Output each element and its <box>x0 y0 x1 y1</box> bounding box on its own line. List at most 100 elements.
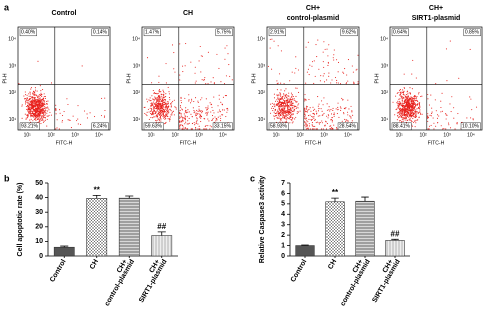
event-dot <box>413 116 415 118</box>
event-dot <box>155 119 157 121</box>
event-dot <box>55 128 57 130</box>
event-dot <box>397 111 399 113</box>
event-dot <box>271 68 273 70</box>
event-dot <box>410 114 412 116</box>
event-dot <box>35 119 37 121</box>
event-dot <box>292 96 294 98</box>
annotation: ** <box>94 186 101 195</box>
event-dot <box>286 102 288 104</box>
event-dot <box>28 106 30 109</box>
event-dot <box>403 110 405 112</box>
event-dot <box>407 106 409 108</box>
event-dot <box>299 110 301 112</box>
event-dot <box>409 104 412 106</box>
event-dot <box>291 108 293 110</box>
quadrant-label: 0.14% <box>93 29 108 35</box>
event-dot <box>408 108 411 110</box>
event-dot <box>415 114 417 116</box>
event-dot <box>50 82 53 84</box>
event-dot <box>273 103 275 105</box>
event-dot <box>198 105 200 108</box>
event-dot <box>295 107 297 110</box>
event-dot <box>280 101 282 103</box>
event-dot <box>283 83 285 85</box>
event-dot <box>151 95 153 97</box>
event-dot <box>169 120 171 122</box>
event-dot <box>157 97 159 99</box>
event-dot <box>440 106 442 109</box>
event-dot <box>211 126 213 128</box>
event-dot <box>284 115 286 117</box>
event-dot <box>308 98 310 101</box>
bar <box>151 235 173 257</box>
event-dot <box>165 105 167 108</box>
event-dot <box>166 110 169 112</box>
quadrant-box <box>268 28 286 37</box>
event-dot <box>86 117 89 119</box>
event-dot <box>411 114 413 116</box>
event-dot <box>162 105 164 107</box>
event-dot <box>344 118 346 120</box>
event-dot <box>21 104 23 106</box>
event-dot <box>162 115 164 117</box>
event-dot <box>31 106 33 108</box>
event-dot <box>283 102 285 104</box>
event-dot <box>401 104 403 106</box>
event-dot <box>352 114 354 116</box>
event-dot <box>440 111 442 113</box>
event-dot <box>39 107 41 109</box>
event-dot <box>194 66 196 68</box>
event-dot <box>399 101 401 103</box>
event-dot <box>167 113 169 115</box>
event-dot <box>161 108 163 110</box>
event-dot <box>225 115 227 118</box>
event-dot <box>409 119 411 121</box>
event-dot <box>278 99 280 101</box>
event-dot <box>285 94 287 96</box>
event-dot <box>205 83 207 85</box>
event-dot <box>304 115 306 118</box>
quadrant-label: 0.40% <box>21 29 36 35</box>
event-dot <box>167 103 169 105</box>
event-dot <box>285 112 287 114</box>
event-dot <box>343 112 345 114</box>
y-tick-label: 40 <box>35 194 43 201</box>
event-dot <box>208 120 210 122</box>
event-dot <box>38 95 40 98</box>
panel-title: CH+ <box>306 5 320 12</box>
event-dot <box>188 99 190 101</box>
event-dot <box>200 116 202 118</box>
event-dot <box>196 109 198 111</box>
quadrant-label: 33.15% <box>214 123 232 129</box>
event-dot <box>219 115 221 117</box>
quadrant-box <box>143 28 161 37</box>
event-dot <box>400 104 402 106</box>
event-dot <box>206 109 209 111</box>
event-dot <box>81 65 83 67</box>
event-dot <box>294 72 296 74</box>
event-dot <box>156 109 158 111</box>
event-dot <box>37 113 39 115</box>
event-dot <box>285 111 287 113</box>
quadrant-label: 10.10% <box>462 123 480 129</box>
event-dot <box>309 64 311 66</box>
event-dot <box>346 74 348 76</box>
event-dot <box>405 95 407 97</box>
event-dot <box>43 113 45 115</box>
event-dot <box>411 116 413 118</box>
event-dot <box>198 108 200 110</box>
x-tick-label: 10² <box>297 132 305 138</box>
event-dot <box>195 113 197 115</box>
event-dot <box>297 107 299 109</box>
quadrant-box <box>391 28 409 37</box>
y-tick-label: 10⁴ <box>257 37 265 43</box>
event-dot <box>144 112 146 115</box>
event-dot <box>41 111 43 113</box>
event-dot <box>324 125 326 127</box>
event-dot <box>211 119 213 122</box>
event-dot <box>394 114 396 116</box>
panel-title: SIRT1-plasmid <box>412 15 461 22</box>
event-dot <box>312 112 314 114</box>
event-dot <box>207 118 209 120</box>
y-tick-label: 0 <box>39 253 43 260</box>
